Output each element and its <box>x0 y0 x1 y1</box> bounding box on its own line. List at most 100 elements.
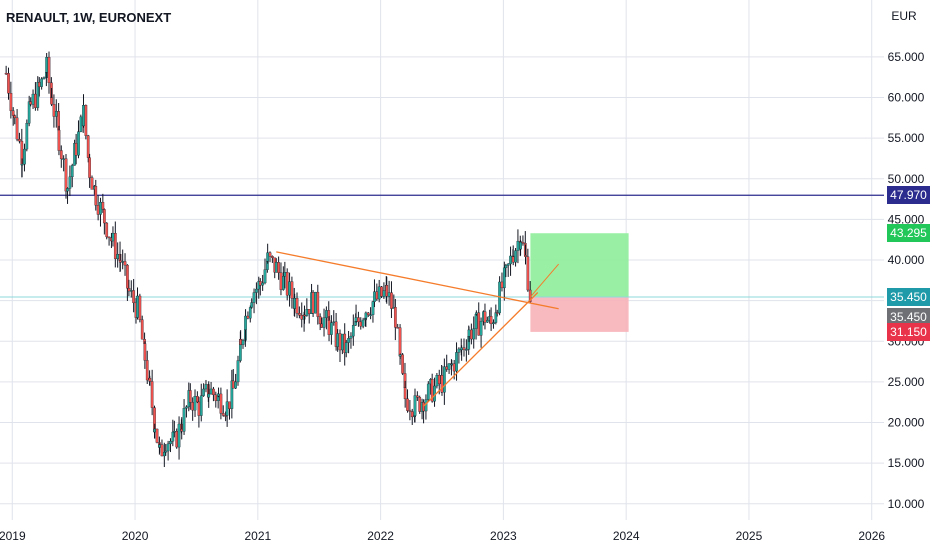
candle-body <box>153 428 157 433</box>
candle-body <box>462 347 466 350</box>
candle-body <box>336 333 339 347</box>
candle-body <box>285 272 289 296</box>
candle-body <box>344 342 348 353</box>
candle-body <box>29 101 33 105</box>
candle-body <box>7 73 10 94</box>
position-profit-zone[interactable] <box>530 233 629 297</box>
candle-body <box>485 320 489 323</box>
candle-body <box>277 262 280 273</box>
candle-body <box>314 291 317 314</box>
candle-body <box>268 252 272 257</box>
price-axis-label: 31.150 <box>887 322 930 341</box>
candle-body <box>221 413 225 416</box>
candle-body <box>406 398 409 411</box>
candle-body <box>311 292 315 314</box>
candle-body <box>140 319 144 340</box>
candle-body <box>519 241 522 250</box>
candle-body <box>307 309 311 314</box>
candle-body <box>460 347 463 351</box>
candle-body <box>62 158 65 160</box>
candle-body <box>101 202 105 210</box>
candle-body <box>40 78 43 87</box>
candle-body <box>103 209 106 224</box>
candle-body <box>298 313 301 316</box>
candle-body <box>474 313 478 329</box>
trendline[interactable] <box>276 251 559 310</box>
candle-body <box>382 290 386 297</box>
candle-body <box>327 320 331 335</box>
candle-body <box>290 281 294 299</box>
candle-body <box>18 139 21 142</box>
candle-body <box>64 158 68 192</box>
candle-body <box>377 286 381 300</box>
candle-body <box>164 450 168 453</box>
candle-body <box>52 104 56 117</box>
candle-body <box>193 396 197 411</box>
y-tick-label: 20.000 <box>888 416 925 430</box>
x-tick-label: 2026 <box>858 529 885 543</box>
candle-body <box>366 312 370 316</box>
x-tick-label: 2019 <box>0 529 26 543</box>
candle-body <box>504 265 508 269</box>
candle-body <box>494 312 498 323</box>
candle-body <box>509 255 512 265</box>
candle-body <box>410 411 414 418</box>
candle-body <box>274 262 278 273</box>
candle-body <box>27 101 31 124</box>
candle-body <box>305 309 309 316</box>
candle-body <box>341 333 344 351</box>
candle-body <box>347 338 350 343</box>
candle-body <box>94 185 98 206</box>
candle-body <box>322 317 326 328</box>
candle-body <box>359 321 363 327</box>
candle-body <box>230 380 234 409</box>
candle-body <box>415 395 419 398</box>
candle-body <box>354 317 358 322</box>
candle-body <box>123 261 127 266</box>
candle-body <box>23 148 26 165</box>
candle-body <box>166 443 170 452</box>
candle-body <box>320 323 324 328</box>
candle-body <box>258 281 262 286</box>
candle-body <box>107 236 111 239</box>
price-axis-label: 35.450 <box>887 307 930 326</box>
candle-body <box>175 431 179 448</box>
candle-body <box>437 375 441 385</box>
candle-body <box>136 295 139 318</box>
y-tick-label: 10.000 <box>888 497 925 511</box>
candle-body <box>470 329 473 340</box>
x-tick-label: 2024 <box>613 529 640 543</box>
candle-body <box>199 395 203 416</box>
candle-body <box>489 316 493 325</box>
candle-body <box>408 410 412 412</box>
candle-body <box>502 267 506 289</box>
candle-body <box>248 307 252 319</box>
candle-body <box>96 205 100 215</box>
candle-body <box>398 327 402 357</box>
candle-body <box>188 390 192 403</box>
candle-body <box>4 72 8 75</box>
y-tick-label: 45.000 <box>888 212 925 226</box>
candle-body <box>169 441 172 445</box>
candle-body <box>492 322 495 325</box>
candle-body <box>318 316 322 325</box>
candle-body <box>387 292 391 297</box>
candle-body <box>369 314 372 316</box>
candle-body <box>70 165 74 178</box>
candle-body <box>116 254 120 259</box>
trendline[interactable] <box>423 292 539 407</box>
candle-body <box>241 340 245 345</box>
candle-body <box>82 105 85 127</box>
candle-body <box>239 339 242 345</box>
x-tick-label: 2020 <box>122 529 149 543</box>
candle-body <box>196 396 199 403</box>
position-loss-zone[interactable] <box>530 296 629 332</box>
candle-body <box>143 343 147 361</box>
y-tick-label: 40.000 <box>888 253 925 267</box>
candle-body <box>483 311 487 323</box>
candle-body <box>375 291 379 300</box>
candle-body <box>15 117 19 140</box>
candle-body <box>413 395 417 416</box>
candle-body <box>288 281 291 296</box>
